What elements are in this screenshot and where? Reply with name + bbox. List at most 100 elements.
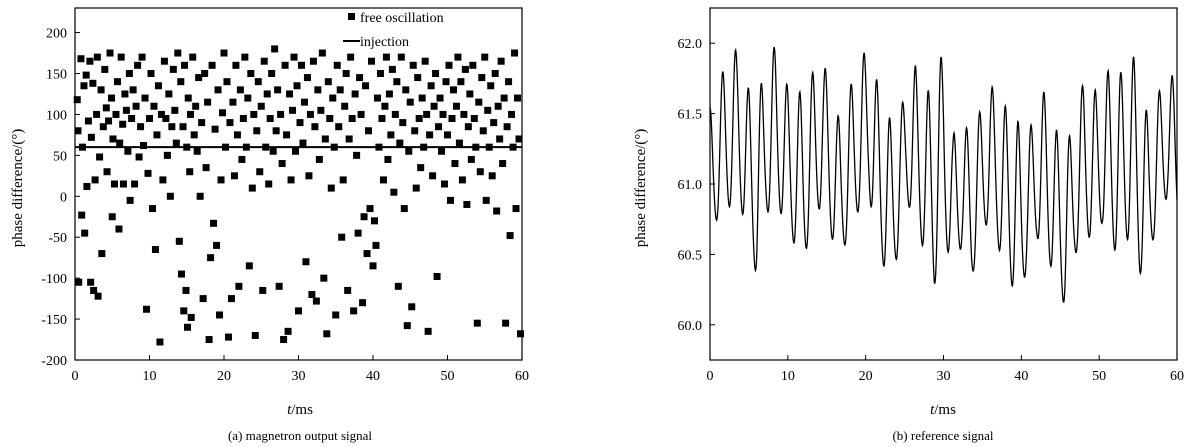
a-point-free-oscillation	[93, 110, 101, 118]
a-point-free-oscillation	[405, 147, 413, 155]
a-point-free-oscillation	[131, 180, 139, 188]
a-y-tick-label: -100	[41, 272, 67, 287]
a-point-free-oscillation	[154, 82, 162, 90]
a-point-free-oscillation	[406, 98, 414, 106]
a-point-free-oscillation	[268, 69, 276, 77]
a-point-free-oscillation	[479, 127, 487, 135]
a-legend-marker-free-oscillation	[348, 13, 355, 20]
b-y-tick-label: 60.5	[678, 248, 703, 263]
a-point-free-oscillation	[179, 123, 187, 131]
a-point-free-oscillation	[266, 115, 274, 123]
a-x-axis-unit: /ms	[291, 402, 313, 418]
a-point-free-oscillation	[429, 172, 437, 180]
a-point-free-oscillation	[272, 127, 280, 135]
a-point-free-oscillation	[193, 147, 201, 155]
a-point-free-oscillation	[460, 110, 468, 118]
a-point-free-oscillation	[400, 205, 408, 213]
a-point-free-oscillation	[89, 79, 97, 87]
a-point-free-oscillation	[144, 169, 152, 177]
a-point-free-oscillation	[473, 319, 481, 327]
a-point-free-oscillation	[211, 125, 219, 133]
a-point-free-oscillation	[198, 119, 206, 127]
a-point-free-oscillation	[192, 102, 200, 110]
a-point-free-oscillation	[91, 176, 99, 184]
a-point-free-oscillation	[423, 110, 431, 118]
a-point-free-oscillation	[373, 94, 381, 102]
a-y-tick-label: -50	[48, 231, 67, 246]
a-point-free-oscillation	[190, 131, 198, 139]
b-y-axis-title: phase difference/(°)	[633, 129, 649, 248]
a-point-free-oscillation	[165, 90, 173, 98]
a-point-free-oscillation	[256, 168, 264, 176]
a-point-free-oscillation	[411, 127, 419, 135]
a-point-free-oscillation	[160, 57, 168, 65]
a-point-free-oscillation	[148, 205, 156, 213]
a-point-free-oscillation	[156, 338, 164, 346]
a-point-free-oscillation	[175, 237, 183, 245]
a-point-free-oscillation	[359, 299, 367, 307]
a-point-free-oscillation	[238, 155, 246, 163]
a-point-free-oscillation	[475, 98, 483, 106]
a-y-ticks: -200 -150 -100 -50 0 50 100 150 200	[41, 27, 80, 369]
a-point-free-oscillation	[454, 53, 462, 61]
a-point-free-oscillation	[408, 303, 416, 311]
a-point-free-oscillation	[505, 78, 513, 86]
a-point-free-oscillation	[129, 86, 137, 94]
a-point-free-oscillation	[81, 229, 89, 237]
a-point-free-oscillation	[493, 207, 501, 215]
a-point-free-oscillation	[515, 135, 523, 143]
a-y-tick-label: 200	[46, 27, 67, 42]
a-point-free-oscillation	[97, 86, 105, 94]
a-point-free-oscillation	[271, 45, 279, 53]
a-point-free-oscillation	[438, 147, 446, 155]
a-point-free-oscillation	[265, 180, 273, 188]
a-point-free-oscillation	[372, 241, 380, 249]
a-point-free-oscillation	[464, 123, 472, 131]
a-x-tick-label: 50	[441, 369, 455, 384]
a-point-free-oscillation	[213, 241, 221, 249]
a-point-free-oscillation	[80, 82, 88, 90]
a-point-free-oscillation	[321, 135, 329, 143]
a-point-free-oscillation	[514, 94, 522, 102]
a-point-free-oscillation	[481, 53, 489, 61]
a-point-free-oscillation	[75, 278, 83, 286]
a-point-free-oscillation	[235, 282, 243, 290]
a-plot-frame	[74, 7, 523, 361]
a-point-free-oscillation	[351, 90, 359, 98]
a-point-free-oscillation	[399, 119, 407, 127]
a-point-free-oscillation	[490, 119, 498, 127]
a-point-free-oscillation	[508, 110, 516, 118]
a-point-free-oscillation	[229, 98, 237, 106]
a-point-free-oscillation	[445, 61, 453, 69]
a-point-free-oscillation	[441, 180, 449, 188]
a-point-free-oscillation	[184, 94, 192, 102]
a-point-free-oscillation	[143, 305, 151, 313]
a-point-free-oscillation	[503, 123, 511, 131]
a-x-tick-label: 20	[217, 369, 231, 384]
a-point-free-oscillation	[112, 110, 120, 118]
a-point-free-oscillation	[73, 96, 81, 104]
a-legend-label-free-oscillation: free oscillation	[360, 11, 444, 26]
a-point-free-oscillation	[157, 110, 165, 118]
a-point-free-oscillation	[360, 213, 368, 221]
a-point-free-oscillation	[390, 188, 398, 196]
a-point-free-oscillation	[397, 53, 405, 61]
a-point-free-oscillation	[163, 151, 171, 159]
a-point-free-oscillation	[306, 110, 314, 118]
a-point-free-oscillation	[496, 135, 504, 143]
a-point-free-oscillation	[388, 65, 396, 73]
a-point-free-oscillation	[482, 196, 490, 204]
a-point-free-oscillation	[365, 127, 373, 135]
a-point-free-oscillation	[402, 86, 410, 94]
a-point-free-oscillation	[338, 233, 346, 241]
a-point-free-oscillation	[292, 147, 300, 155]
a-point-free-oscillation	[110, 180, 118, 188]
a-point-free-oscillation	[366, 205, 374, 213]
a-point-free-oscillation	[126, 196, 134, 204]
a-point-free-oscillation	[86, 57, 94, 65]
a-point-free-oscillation	[448, 115, 456, 123]
a-point-free-oscillation	[210, 219, 218, 227]
a-point-free-oscillation	[171, 106, 179, 114]
a-point-free-oscillation	[353, 151, 361, 159]
